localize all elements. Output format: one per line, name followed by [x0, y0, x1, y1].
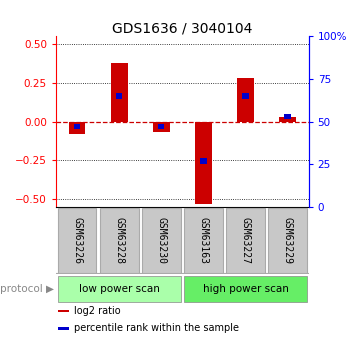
FancyBboxPatch shape: [226, 208, 265, 273]
Bar: [200, 158, 206, 164]
Bar: [195, 121, 212, 204]
FancyBboxPatch shape: [268, 208, 307, 273]
Bar: [237, 78, 254, 121]
Text: GSM63226: GSM63226: [72, 217, 82, 264]
Bar: [58, 310, 69, 313]
Bar: [58, 327, 69, 330]
Bar: [153, 121, 170, 132]
FancyBboxPatch shape: [100, 208, 139, 273]
Text: GSM63163: GSM63163: [198, 217, 208, 264]
Bar: [111, 62, 127, 121]
FancyBboxPatch shape: [142, 208, 180, 273]
Text: percentile rank within the sample: percentile rank within the sample: [74, 324, 239, 333]
Text: log2 ratio: log2 ratio: [74, 306, 121, 316]
Bar: [116, 93, 122, 99]
Text: GSM63227: GSM63227: [240, 217, 251, 264]
Bar: [158, 124, 164, 129]
Bar: [242, 93, 249, 99]
Text: low power scan: low power scan: [79, 284, 160, 294]
FancyBboxPatch shape: [58, 208, 96, 273]
Bar: [69, 121, 86, 134]
Text: high power scan: high power scan: [203, 284, 288, 294]
FancyBboxPatch shape: [184, 276, 307, 302]
Bar: [279, 117, 296, 121]
Text: GSM63228: GSM63228: [114, 217, 124, 264]
FancyBboxPatch shape: [184, 208, 223, 273]
Title: GDS1636 / 3040104: GDS1636 / 3040104: [112, 21, 252, 35]
FancyBboxPatch shape: [58, 276, 180, 302]
Bar: [74, 124, 80, 129]
Bar: [284, 114, 291, 119]
Text: GSM63230: GSM63230: [156, 217, 166, 264]
Text: GSM63229: GSM63229: [283, 217, 293, 264]
Text: protocol ▶: protocol ▶: [0, 284, 54, 294]
